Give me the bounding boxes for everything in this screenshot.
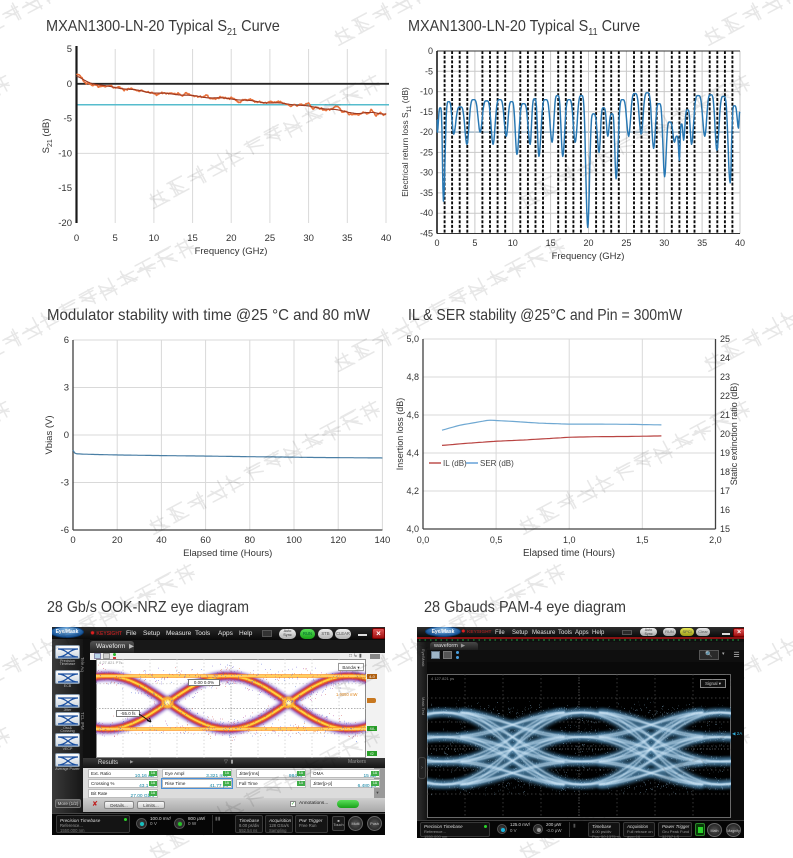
svg-text:-5: -5	[64, 114, 72, 125]
svg-text:-10: -10	[420, 87, 433, 97]
svg-text:4,2: 4,2	[406, 486, 419, 496]
svg-text:120: 120	[330, 535, 346, 546]
svg-text:15: 15	[546, 238, 556, 248]
svg-text:30: 30	[659, 238, 669, 248]
svg-text:10: 10	[149, 233, 160, 244]
svg-text:20: 20	[226, 233, 237, 244]
svg-text:16: 16	[720, 505, 730, 515]
svg-text:0: 0	[70, 535, 75, 546]
svg-text:40: 40	[156, 535, 167, 546]
svg-text:40: 40	[735, 238, 745, 248]
svg-text:-20: -20	[420, 127, 433, 137]
svg-text:0: 0	[434, 238, 439, 248]
svg-text:17: 17	[720, 486, 730, 496]
svg-text:Static extinction ratio (dB): Static extinction ratio (dB)	[729, 383, 739, 486]
svg-text:1,5: 1,5	[636, 535, 649, 545]
svg-text:2,0: 2,0	[709, 535, 722, 545]
svg-text:-15: -15	[420, 107, 433, 117]
svg-text:-20: -20	[58, 218, 72, 229]
svg-text:20: 20	[112, 535, 123, 546]
svg-text:25: 25	[265, 233, 276, 244]
svg-text:4,0: 4,0	[406, 524, 419, 534]
svg-text:0: 0	[67, 79, 72, 90]
svg-text:-10: -10	[58, 148, 72, 159]
svg-text:3: 3	[64, 383, 69, 394]
svg-text:30: 30	[303, 233, 314, 244]
svg-text:23: 23	[720, 372, 730, 382]
svg-text:22: 22	[720, 391, 730, 401]
svg-text:4,8: 4,8	[406, 372, 419, 382]
svg-text:5: 5	[472, 238, 477, 248]
svg-text:Insertion loss (dB): Insertion loss (dB)	[395, 398, 405, 471]
svg-text:15: 15	[720, 524, 730, 534]
svg-text:-40: -40	[420, 208, 433, 218]
svg-text:0,5: 0,5	[490, 535, 503, 545]
svg-text:4,6: 4,6	[406, 410, 419, 420]
svg-text:-45: -45	[420, 229, 433, 239]
svg-text:40: 40	[381, 233, 392, 244]
svg-text:24: 24	[720, 353, 730, 363]
svg-text:SER (dB): SER (dB)	[480, 459, 514, 468]
svg-text:25: 25	[621, 238, 631, 248]
svg-text:Elapsed time (Hours): Elapsed time (Hours)	[523, 548, 615, 559]
svg-text:Vbias (V): Vbias (V)	[44, 415, 55, 454]
svg-text:1,0: 1,0	[563, 535, 576, 545]
svg-text:80: 80	[245, 535, 256, 546]
svg-text:5: 5	[67, 44, 72, 55]
svg-text:35: 35	[342, 233, 353, 244]
svg-text:35: 35	[697, 238, 707, 248]
svg-text:0: 0	[428, 46, 433, 56]
svg-text:60: 60	[200, 535, 211, 546]
svg-text:-5: -5	[425, 66, 433, 76]
svg-text:20: 20	[583, 238, 593, 248]
svg-text:-3: -3	[61, 478, 69, 489]
svg-text:Frequency (GHz): Frequency (GHz)	[552, 251, 625, 262]
svg-text:Frequency (GHz): Frequency (GHz)	[195, 246, 268, 257]
svg-text:6: 6	[64, 335, 69, 346]
svg-text:-15: -15	[58, 183, 72, 194]
svg-text:S21 (dB): S21 (dB)	[41, 119, 54, 154]
svg-text:5,0: 5,0	[406, 334, 419, 344]
svg-text:-35: -35	[420, 188, 433, 198]
svg-text:10: 10	[508, 238, 518, 248]
svg-text:IL (dB): IL (dB)	[443, 459, 467, 468]
svg-text:0,0: 0,0	[417, 535, 430, 545]
svg-text:-25: -25	[420, 147, 433, 157]
svg-text:0: 0	[64, 430, 69, 441]
svg-text:0: 0	[74, 233, 79, 244]
svg-text:25: 25	[720, 334, 730, 344]
svg-text:Elapsed time (Hours): Elapsed time (Hours)	[183, 548, 272, 559]
svg-text:140: 140	[374, 535, 390, 546]
svg-text:5: 5	[113, 233, 118, 244]
svg-text:100: 100	[286, 535, 302, 546]
svg-text:15: 15	[187, 233, 198, 244]
svg-text:-30: -30	[420, 168, 433, 178]
svg-text:Electrical return loss S11 (dB: Electrical return loss S11 (dB)	[400, 87, 413, 197]
svg-text:-6: -6	[61, 525, 69, 536]
svg-text:4,4: 4,4	[406, 448, 419, 458]
